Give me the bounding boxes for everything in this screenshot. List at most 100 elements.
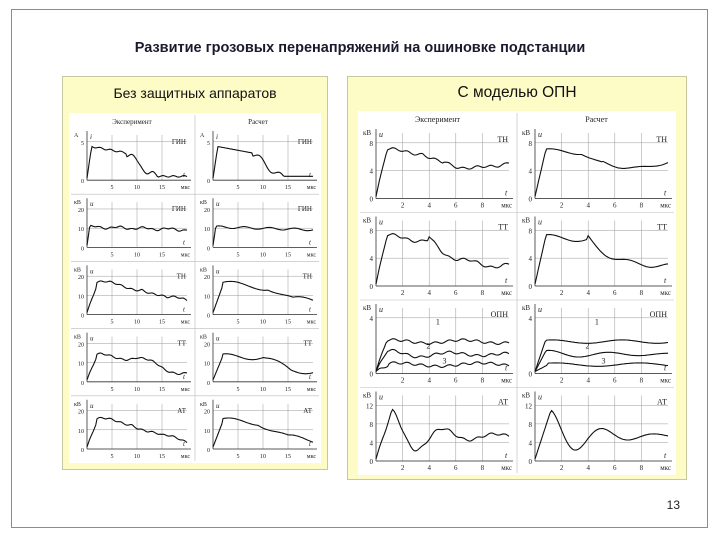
- y-tick-label: 5: [207, 141, 210, 147]
- y-variable-label: u: [538, 218, 542, 227]
- x-tick-label: 5: [111, 185, 114, 191]
- x-tick-label: 2: [401, 464, 405, 472]
- x-tick-label: 4: [586, 464, 590, 472]
- x-variable-label: t: [183, 238, 186, 246]
- x-unit-label: мкс: [181, 320, 191, 326]
- x-unit-label: мкс: [501, 289, 512, 297]
- x-tick-label: 6: [613, 202, 617, 210]
- panel-right-label: С моделью ОПН: [457, 84, 577, 101]
- x-tick-label: 4: [586, 202, 590, 210]
- trace-location-tag: ГИН: [172, 205, 186, 213]
- y-tick-label: 10: [204, 429, 210, 435]
- x-variable-label: t: [309, 306, 312, 314]
- waveform-trace: [86, 224, 188, 246]
- curve-number-label: 1: [595, 317, 599, 326]
- y-tick-label: 10: [204, 294, 210, 300]
- y-tick-label: 8: [529, 421, 533, 429]
- panel-without-protection: Без защитных аппаратов Эксперимент Расчет…: [62, 76, 328, 470]
- y-unit-label: А: [200, 133, 205, 139]
- y-unit-label: кВ: [74, 200, 81, 206]
- trace-location-tag: АТ: [177, 407, 186, 415]
- x-tick-label: 2: [560, 377, 564, 385]
- y-tick-label: 4: [370, 168, 374, 176]
- y-tick-label: 0: [529, 283, 533, 291]
- waveform-trace: [212, 417, 314, 448]
- x-tick-label: 8: [481, 464, 485, 472]
- x-tick-label: 4: [427, 289, 431, 297]
- y-tick-label: 4: [529, 315, 533, 323]
- x-tick-label: 15: [285, 387, 291, 393]
- y-unit-label: кВ: [522, 217, 530, 225]
- waveform-trace: [375, 361, 510, 372]
- x-tick-label: 2: [401, 377, 405, 385]
- y-tick-label: 20: [78, 275, 84, 281]
- y-variable-label: u: [379, 393, 383, 402]
- y-unit-label: кВ: [200, 267, 207, 273]
- waveform-trace: [534, 349, 669, 372]
- y-tick-label: 0: [529, 371, 533, 379]
- curve-number-label: 3: [443, 357, 447, 366]
- x-tick-label: 10: [134, 252, 140, 258]
- curve-number-label: 3: [602, 357, 606, 366]
- y-variable-label: u: [379, 305, 383, 314]
- x-tick-label: 2: [560, 464, 564, 472]
- x-tick-label: 15: [285, 320, 291, 326]
- x-tick-label: 4: [427, 377, 431, 385]
- y-variable-label: i: [216, 133, 218, 141]
- x-variable-label: t: [183, 440, 186, 448]
- y-tick-label: 20: [204, 342, 210, 348]
- y-tick-label: 8: [529, 140, 533, 148]
- x-tick-label: 15: [159, 320, 165, 326]
- y-variable-label: u: [90, 335, 94, 343]
- x-tick-label: 10: [260, 185, 266, 191]
- y-tick-label: 0: [81, 246, 84, 252]
- y-tick-label: 0: [370, 283, 374, 291]
- y-variable-label: u: [538, 305, 542, 314]
- x-variable-label: t: [505, 451, 508, 460]
- trace-location-tag: АТ: [303, 407, 312, 415]
- x-unit-label: мкс: [501, 377, 512, 385]
- y-unit-label: кВ: [522, 304, 530, 312]
- x-tick-label: 6: [454, 289, 458, 297]
- y-tick-label: 20: [78, 342, 84, 348]
- x-tick-label: 6: [613, 377, 617, 385]
- x-unit-label: мкс: [307, 454, 317, 460]
- waveform-trace: [375, 233, 510, 285]
- y-tick-label: 12: [525, 402, 533, 410]
- y-variable-label: u: [379, 218, 383, 227]
- y-tick-label: 20: [78, 410, 84, 416]
- y-unit-label: кВ: [74, 267, 81, 273]
- slide-number: 13: [666, 498, 680, 512]
- trace-location-tag: ТН: [303, 272, 312, 280]
- x-tick-label: 10: [134, 185, 140, 191]
- x-variable-label: t: [505, 364, 508, 373]
- column-header-exp: Эксперимент: [415, 115, 461, 124]
- x-tick-label: 15: [159, 185, 165, 191]
- waveform-trace: [212, 145, 313, 179]
- waveform-trace: [86, 416, 188, 448]
- x-variable-label: t: [309, 440, 312, 448]
- x-tick-label: 6: [613, 289, 617, 297]
- y-variable-label: u: [90, 402, 94, 410]
- x-unit-label: мкс: [660, 464, 671, 472]
- x-tick-label: 10: [260, 387, 266, 393]
- y-tick-label: 10: [78, 429, 84, 435]
- waveform-trace: [86, 352, 188, 380]
- x-tick-label: 5: [111, 387, 114, 393]
- panel-with-arrester-model: С моделью ОПН Эксперимент Расчет 8 4 0 кВ u ТН 2…: [347, 76, 687, 480]
- trace-location-tag: ОПН: [650, 310, 668, 319]
- x-tick-label: 8: [640, 464, 644, 472]
- x-tick-label: 8: [481, 202, 485, 210]
- trace-location-tag: ТН: [177, 272, 186, 280]
- y-tick-label: 20: [204, 410, 210, 416]
- y-tick-label: 0: [529, 458, 533, 466]
- waveform-trace: [86, 280, 188, 313]
- x-unit-label: мкс: [307, 252, 317, 258]
- waveform-trace: [212, 353, 314, 381]
- waveform-trace: [212, 225, 314, 246]
- x-variable-label: t: [664, 364, 667, 373]
- trace-location-tag: ГИН: [298, 138, 312, 146]
- x-variable-label: t: [505, 276, 508, 285]
- trace-location-tag: ТТ: [303, 340, 312, 348]
- y-variable-label: u: [90, 267, 94, 275]
